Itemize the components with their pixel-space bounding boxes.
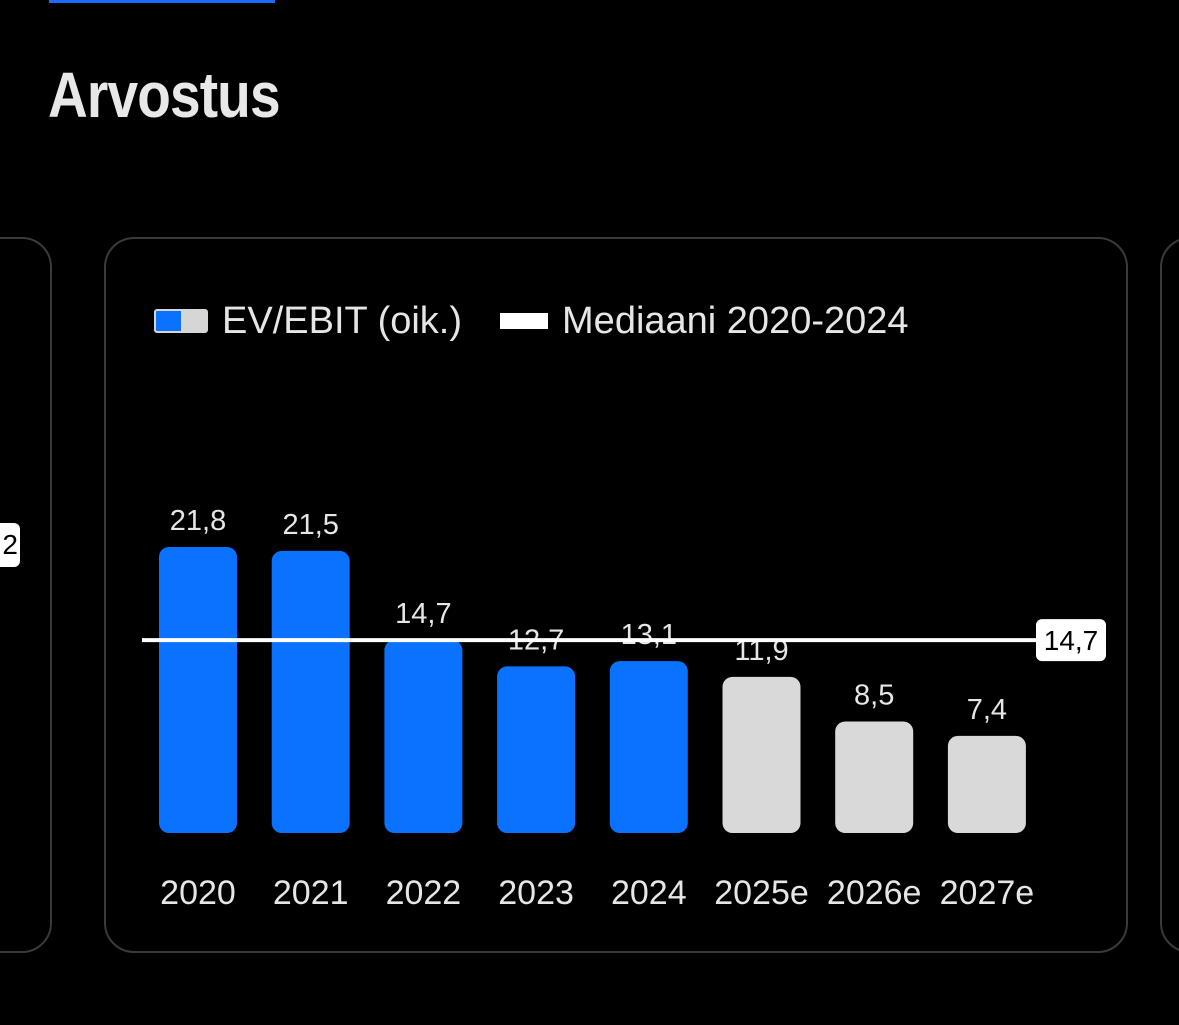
x-tick-label-2027e: 2027e: [940, 874, 1035, 912]
x-tick-label-2024: 2024: [611, 874, 687, 912]
bar-2026e: [835, 721, 914, 833]
bar-2022: [384, 640, 463, 833]
x-tick-label-2026e: 2026e: [827, 874, 922, 912]
bar-value-label-2027e: 7,4: [967, 694, 1007, 726]
bar-2023: [497, 666, 576, 833]
x-tick-label-2020: 2020: [160, 874, 236, 912]
bar-2021: [271, 550, 350, 833]
legend-bar-swatch: [154, 309, 208, 333]
chart-legend: EV/EBIT (oik.) Mediaani 2020-2024: [154, 296, 909, 346]
previous-card-value-badge: 2: [0, 523, 20, 567]
x-tick-label-2022: 2022: [386, 874, 462, 912]
legend-item-median: Mediaani 2020-2024: [462, 300, 909, 343]
bar-2025e: [722, 676, 801, 833]
bar-value-label-2026e: 8,5: [854, 679, 894, 711]
bar-value-label-2022: 14,7: [395, 598, 451, 630]
median-value-label: 14,7: [1044, 625, 1099, 656]
legend-line-label: Mediaani 2020-2024: [562, 299, 909, 342]
median-value-badge: [1036, 619, 1106, 662]
legend-bar-label: EV/EBIT (oik.): [222, 299, 463, 342]
x-tick-label-2021: 2021: [273, 874, 349, 912]
bar-2024: [609, 661, 688, 833]
bar-value-label-2020: 21,8: [170, 505, 226, 537]
bar-value-label-2024: 13,1: [621, 619, 677, 651]
previous-chart-card[interactable]: [0, 237, 52, 953]
page-title: Arvostus: [48, 59, 281, 131]
legend-item-ev-ebit: EV/EBIT (oik.): [154, 300, 462, 343]
active-tab-indicator: [49, 0, 275, 3]
x-tick-label-2023: 2023: [498, 874, 574, 912]
bar-2027e: [947, 735, 1026, 833]
legend-line-swatch: [500, 313, 549, 329]
x-tick-label-2025e: 2025e: [714, 874, 809, 912]
bar-value-label-2021: 21,5: [282, 509, 338, 541]
bar-2020: [159, 547, 237, 833]
valuation-chart-card: [104, 237, 1128, 953]
